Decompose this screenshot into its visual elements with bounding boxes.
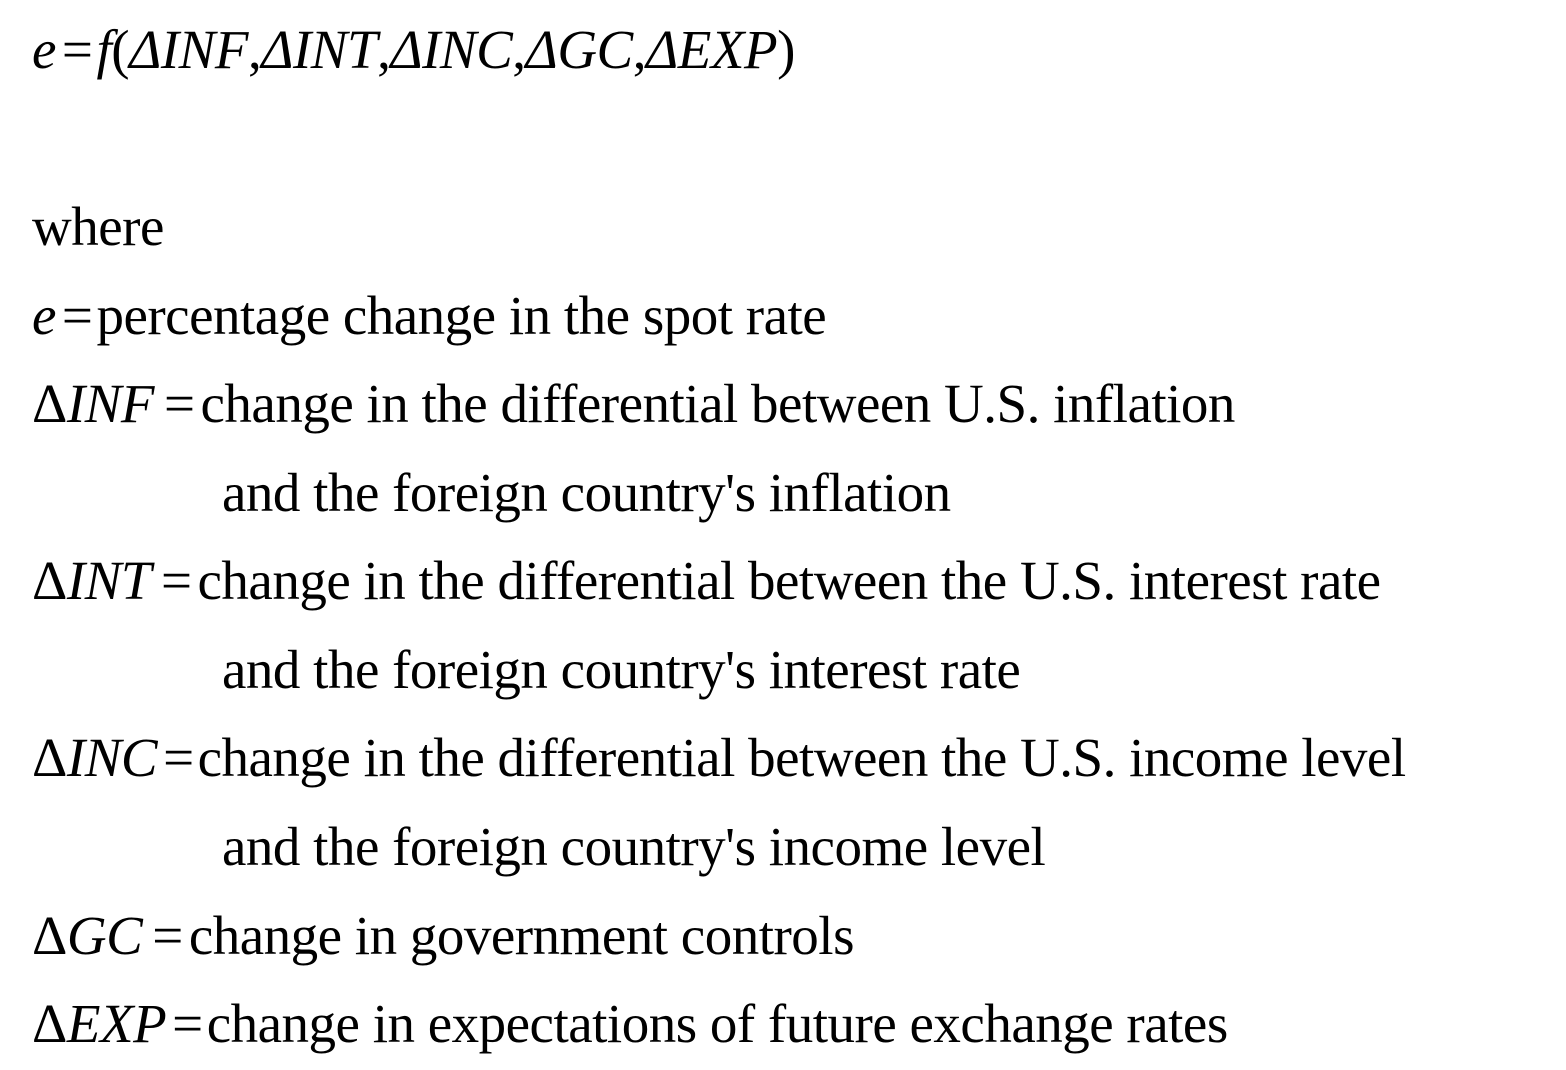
equation-arg-inc: ΔINC [390,19,513,80]
equation-equals: = [61,19,93,80]
definition-gc: ΔGC = change in government controls [32,906,854,966]
definition-symbol: INF [66,373,155,434]
definition-text: change in the differential between the U… [197,550,1382,611]
equation-arg-exp: ΔEXP [645,19,778,80]
where-label: where [32,196,164,257]
equation-open-paren: ( [111,19,130,80]
definition-symbol: INT [66,550,152,611]
equation-lhs: e [32,19,56,80]
equation-arg-int: ΔINT [261,19,378,80]
definition-symbol: INC [66,727,158,788]
definition-int: ΔINT = change in the differential between … [32,551,1381,611]
delta-symbol: Δ [32,550,67,611]
equation-arg-gc: ΔGC [525,19,634,80]
equation-separator: , [632,19,647,80]
definition-inf-continuation: and the foreign country's inflation [222,462,951,523]
equation-close-paren: ) [777,19,795,80]
definition-equals: = [152,905,183,966]
definition-text: change in the differential between U.S. … [200,373,1236,434]
definition-equals: = [172,993,203,1054]
definition-text: change in the differential between the U… [197,727,1407,788]
delta-symbol: Δ [32,993,67,1054]
definition-symbol: e [32,285,56,346]
equation-separator: , [377,19,391,80]
delta-symbol: Δ [32,905,67,966]
equation-separator: , [512,19,526,80]
delta-symbol: Δ [32,727,67,788]
definition-inc-continuation: and the foreign country's income level [222,816,1046,877]
equation-function: f [96,19,112,80]
definition-symbol: GC [66,905,143,966]
definition-equals: = [163,373,195,434]
main-equation: e =f(ΔINF,ΔINT,ΔINC,ΔGC,ΔEXP) [32,20,795,80]
definition-inf: ΔINF = change in the differential between … [32,374,1235,434]
definition-text: change in expectations of future exchang… [206,993,1229,1054]
definition-equals: = [61,285,93,346]
definition-int-continuation: and the foreign country's interest rate [222,639,1021,700]
definition-equals: = [163,727,194,788]
definition-equals: = [160,550,192,611]
equation-separator: , [247,19,262,80]
definition-symbol: EXP [66,993,167,1054]
definition-exp: ΔEXP =change in expectations of future ex… [32,994,1228,1054]
delta-symbol: Δ [32,373,67,434]
definition-inc: ΔINC =change in the differential between … [32,728,1406,788]
definition-e: e =percentage change in the spot rate [32,285,827,346]
definition-text: change in government controls [188,905,855,966]
definition-text: percentage change in the spot rate [96,285,827,346]
equation-arg-inf: ΔINF [129,19,248,80]
